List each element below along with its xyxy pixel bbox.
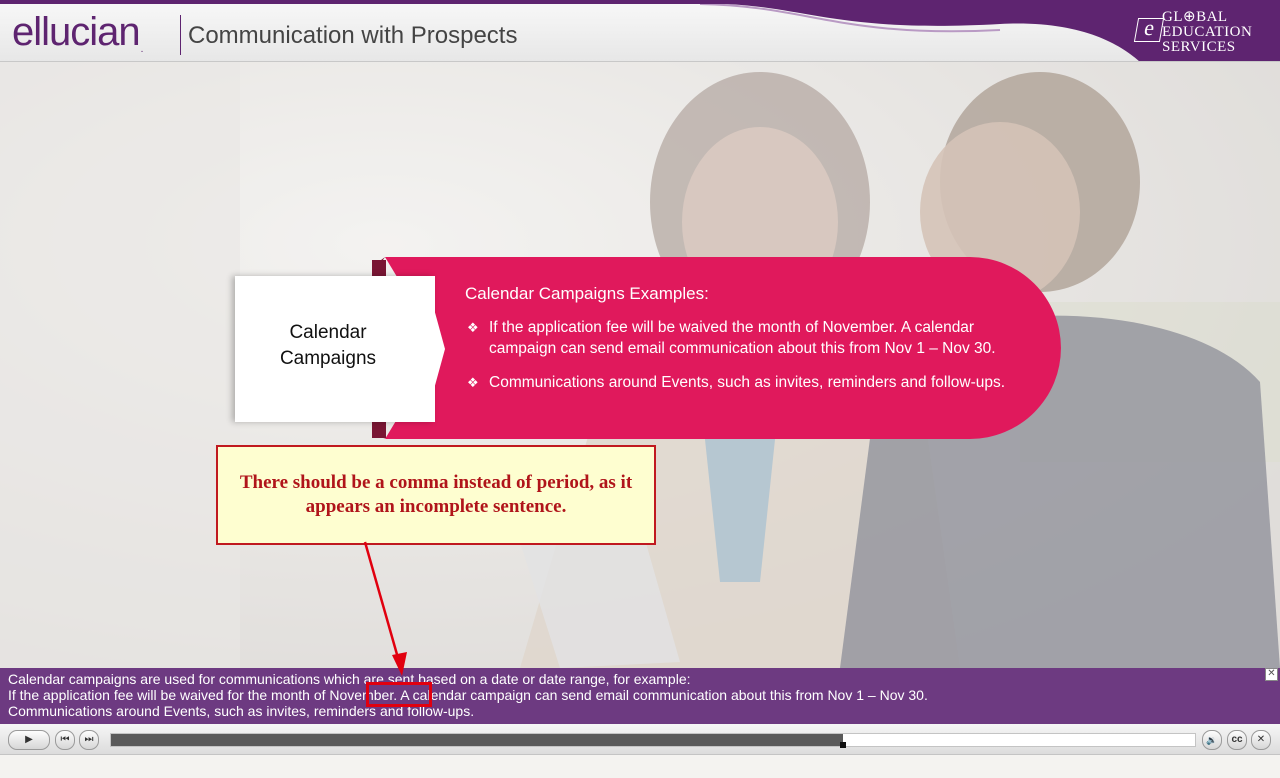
caption-line: Communications around Events, such as in… [8, 703, 475, 719]
diamond-bullet-icon: ❖ [467, 375, 479, 390]
examples-panel: Calendar Campaigns Examples: ❖ If the ap… [465, 284, 1025, 406]
list-item: ❖ If the application fee will be waived … [465, 317, 1025, 359]
review-comment-callout: There should be a comma instead of perio… [216, 445, 656, 545]
module-title: Communication with Prospects [188, 22, 518, 49]
footer-strip [0, 755, 1280, 778]
background-photo [0, 62, 1280, 668]
list-item: ❖ Communications around Events, such as … [465, 372, 1025, 393]
ellucian-logo: ellucian. [12, 10, 143, 55]
annotation-highlight-box [366, 682, 432, 707]
previous-button[interactable]: ⏮ [55, 730, 75, 750]
closed-caption-bar: Calendar campaigns are used for communic… [0, 668, 1280, 724]
global-education-services-logo: e GL⊕BAL EDUCATION SERVICES [1132, 8, 1272, 61]
ges-line-2: EDUCATION [1162, 24, 1253, 40]
slide-stage [0, 62, 1280, 668]
header-swoosh [690, 4, 1280, 61]
volume-button[interactable]: 🔉 [1202, 730, 1222, 750]
ges-line-3: SERVICES [1162, 39, 1236, 55]
ges-line-1: GL⊕BAL [1162, 9, 1228, 25]
progress-thumb[interactable] [839, 742, 846, 748]
progress-bar[interactable] [110, 733, 1196, 748]
play-icon: ▶ [25, 734, 33, 745]
header-bar: ellucian. Communication with Prospects e… [0, 0, 1280, 62]
caption-close-icon[interactable]: ✕ [1265, 668, 1278, 681]
ges-e-icon: e [1133, 15, 1165, 42]
player-controls: ▶ ⏮ ⏭ 🔉 cc ✕ [0, 724, 1280, 755]
skip-back-icon: ⏮ [60, 734, 70, 745]
cc-label: cc [1231, 734, 1243, 745]
diamond-bullet-icon: ❖ [467, 320, 479, 335]
caption-line: Calendar campaigns are used for communic… [8, 671, 691, 687]
skip-forward-icon: ⏭ [84, 734, 94, 745]
close-icon: ✕ [1256, 734, 1266, 745]
examples-list: ❖ If the application fee will be waived … [465, 317, 1025, 393]
play-button[interactable]: ▶ [8, 730, 50, 750]
speaker-icon: 🔉 [1206, 735, 1218, 745]
exit-button[interactable]: ✕ [1251, 730, 1271, 750]
closed-captions-button[interactable]: cc [1227, 730, 1247, 750]
header-divider [180, 15, 181, 55]
review-comment-text: There should be a comma instead of perio… [239, 472, 633, 517]
caption-line: If the application fee will be waived fo… [8, 687, 928, 703]
progress-fill [111, 734, 843, 746]
list-item-text: Communications around Events, such as in… [489, 374, 1006, 391]
topic-tab [235, 276, 435, 422]
next-button[interactable]: ⏭ [79, 730, 99, 750]
examples-panel-title: Calendar Campaigns Examples: [465, 284, 709, 303]
topic-tab-label-line-2: Campaigns [279, 348, 377, 369]
list-item-text: If the application fee will be waived th… [489, 319, 996, 357]
topic-tab-label: Calendar Campaigns [242, 320, 414, 372]
topic-tab-label-line-1: Calendar [289, 322, 367, 343]
